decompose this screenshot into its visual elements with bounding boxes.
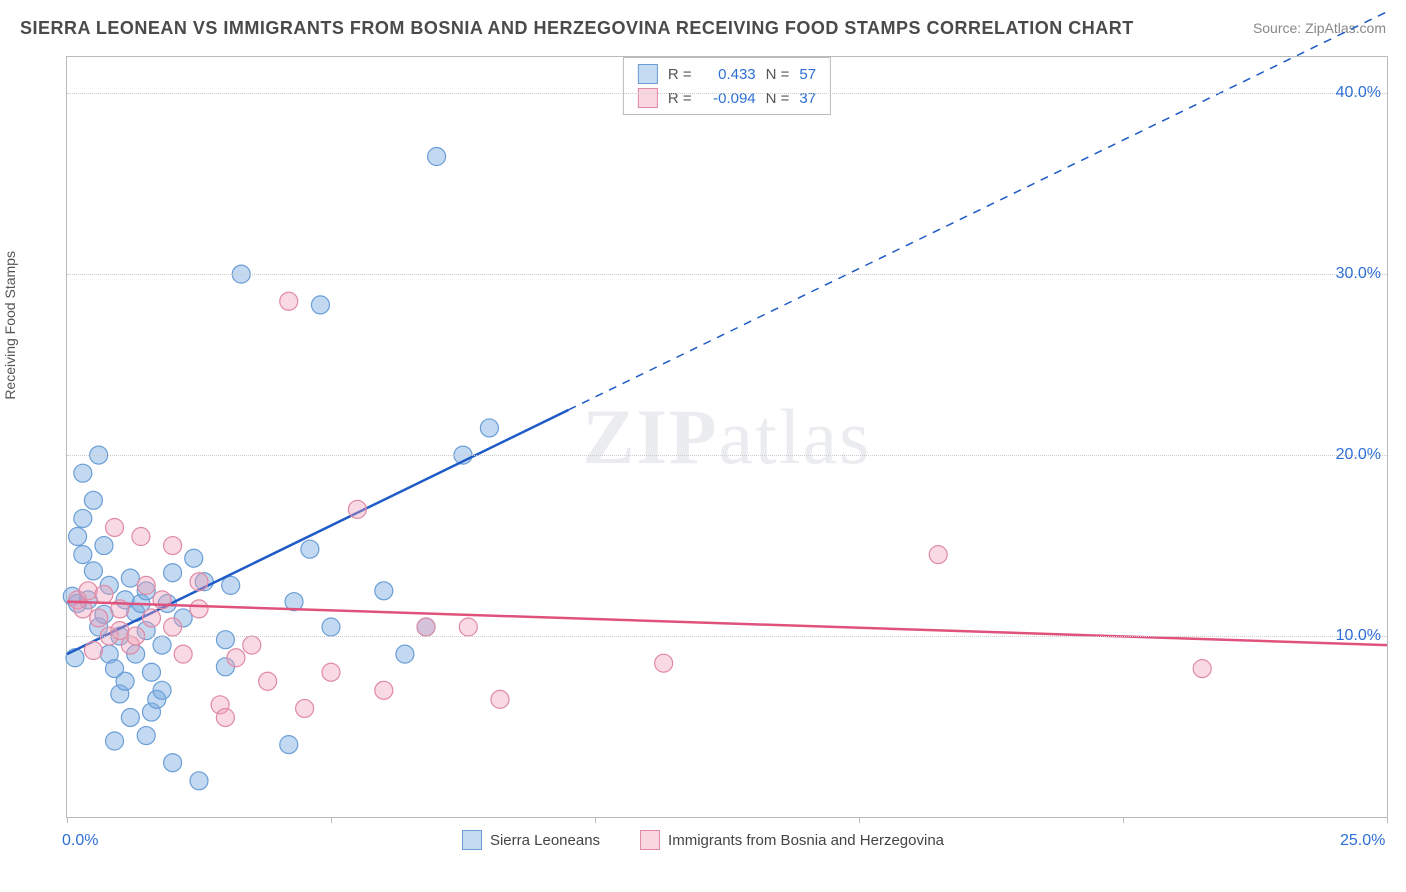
data-point — [90, 609, 108, 627]
data-point — [216, 631, 234, 649]
data-point — [929, 546, 947, 564]
chart-header: SIERRA LEONEAN VS IMMIGRANTS FROM BOSNIA… — [0, 0, 1406, 46]
data-point — [348, 500, 366, 518]
data-point — [491, 690, 509, 708]
data-point — [280, 292, 298, 310]
x-tick-min: 0.0% — [62, 832, 98, 850]
data-point — [142, 663, 160, 681]
data-point — [259, 672, 277, 690]
data-point — [296, 699, 314, 717]
data-point — [69, 528, 87, 546]
legend-item-a: Sierra Leoneans — [462, 830, 600, 850]
y-axis-label: Receiving Food Stamps — [2, 251, 18, 400]
data-point — [280, 736, 298, 754]
data-point — [1193, 660, 1211, 678]
y-tick-label: 10.0% — [1336, 627, 1381, 645]
data-point — [79, 582, 97, 600]
data-point — [153, 636, 171, 654]
data-point — [222, 576, 240, 594]
data-point — [132, 528, 150, 546]
data-point — [137, 576, 155, 594]
data-point — [116, 672, 134, 690]
data-point — [459, 618, 477, 636]
data-point — [142, 609, 160, 627]
bottom-legend: Sierra Leoneans Immigrants from Bosnia a… — [20, 830, 1386, 850]
legend-item-b: Immigrants from Bosnia and Herzegovina — [640, 830, 944, 850]
data-point — [396, 645, 414, 663]
chart-svg — [67, 57, 1387, 817]
data-point — [190, 600, 208, 618]
data-point — [121, 708, 139, 726]
data-point — [74, 546, 92, 564]
data-point — [164, 618, 182, 636]
data-point — [301, 540, 319, 558]
data-point — [84, 562, 102, 580]
y-tick-label: 40.0% — [1336, 84, 1381, 102]
data-point — [137, 727, 155, 745]
legend-swatch-b — [640, 830, 660, 850]
data-point — [227, 649, 245, 667]
chart-container: Receiving Food Stamps ZIPatlas R = 0.433… — [20, 56, 1386, 876]
data-point — [95, 585, 113, 603]
data-point — [164, 537, 182, 555]
data-point — [655, 654, 673, 672]
data-point — [322, 618, 340, 636]
regression-line — [67, 602, 1387, 645]
data-point — [174, 645, 192, 663]
data-point — [322, 663, 340, 681]
data-point — [164, 564, 182, 582]
data-point — [185, 549, 203, 567]
data-point — [417, 618, 435, 636]
regression-line-dashed — [569, 12, 1387, 410]
y-tick-label: 30.0% — [1336, 265, 1381, 283]
plot-area: ZIPatlas R = 0.433 N = 57 R = -0.094 N =… — [66, 56, 1388, 818]
data-point — [84, 491, 102, 509]
data-point — [375, 582, 393, 600]
data-point — [95, 537, 113, 555]
x-tick-max: 25.0% — [1340, 832, 1385, 850]
data-point — [216, 708, 234, 726]
data-point — [375, 681, 393, 699]
data-point — [243, 636, 261, 654]
data-point — [74, 509, 92, 527]
chart-title: SIERRA LEONEAN VS IMMIGRANTS FROM BOSNIA… — [20, 18, 1134, 39]
data-point — [190, 772, 208, 790]
legend-label-b: Immigrants from Bosnia and Herzegovina — [668, 832, 944, 849]
data-point — [153, 681, 171, 699]
data-point — [106, 732, 124, 750]
data-point — [164, 754, 182, 772]
y-tick-label: 20.0% — [1336, 446, 1381, 464]
data-point — [480, 419, 498, 437]
data-point — [84, 642, 102, 660]
legend-swatch-a — [462, 830, 482, 850]
data-point — [74, 464, 92, 482]
legend-label-a: Sierra Leoneans — [490, 832, 600, 849]
data-point — [106, 518, 124, 536]
data-point — [190, 573, 208, 591]
data-point — [428, 148, 446, 166]
data-point — [311, 296, 329, 314]
